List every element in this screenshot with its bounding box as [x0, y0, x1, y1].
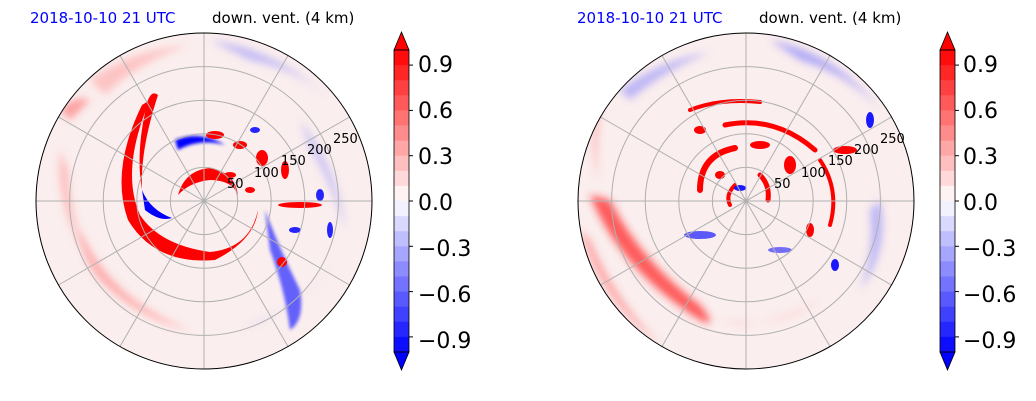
colorbar-segment: [940, 261, 955, 277]
colorbar-segment: [394, 185, 409, 202]
panel-right: 2018-10-10 21 UTC down. vent. (4 km): [577, 9, 1016, 372]
colorbar-segment: [940, 110, 955, 126]
colorbar-segment: [940, 155, 955, 172]
colorbar-segment: [394, 201, 409, 217]
panel-left-field-label: down. vent. (4 km): [212, 9, 354, 27]
colorbar-segment: [940, 336, 955, 353]
panel-right-field-label: down. vent. (4 km): [759, 9, 901, 27]
colorbar-extend-max: [393, 30, 410, 51]
colorbar-segment: [394, 321, 409, 338]
colorbar-segment: [394, 125, 409, 142]
radial-tick-label: 200: [854, 143, 879, 158]
colorbar-segment: [940, 201, 955, 217]
radial-tick-label: 100: [254, 166, 279, 181]
colorbar-segment: [394, 50, 409, 66]
colorbar-segment: [940, 80, 955, 96]
colorbar-tick-label: −0.9: [418, 329, 471, 354]
colorbar-segment: [394, 170, 409, 187]
colorbar-segment: [940, 231, 955, 247]
colorbar-tick-label: 0.6: [963, 99, 998, 124]
colorbar-tick-label: 0.3: [418, 145, 453, 170]
radial-tick-label: 200: [307, 143, 332, 158]
colorbar-segment: [394, 140, 409, 157]
colorbar-extend-min: [393, 351, 410, 372]
colorbar-segment: [940, 140, 955, 157]
panel-left-time-label: 2018-10-10 21 UTC: [30, 9, 176, 27]
colorbar-tick-label: 0.9: [963, 53, 998, 78]
colorbar-segment: [940, 50, 955, 66]
colorbar-segment: [394, 276, 409, 293]
colorbar-tick-label: −0.3: [418, 237, 471, 262]
colorbar-extend-min: [939, 351, 956, 372]
colorbar-segment: [394, 110, 409, 126]
colorbar-left: 0.9 0.6 0.3 0.0 −0.3 −0.6 −0.9: [393, 30, 471, 372]
polar-frame-left: [35, 32, 373, 370]
colorbar-segment: [940, 306, 955, 323]
polar-plot-left: 50 100 150 200 250: [35, 32, 373, 370]
colorbar-segment: [394, 95, 409, 111]
colorbar-segment: [394, 65, 409, 81]
colorbar-segment: [940, 246, 955, 262]
colorbar-tick-label: −0.3: [963, 237, 1016, 262]
radial-tick-label: 250: [880, 132, 905, 147]
colorbar-tick-label: 0.0: [963, 191, 998, 216]
panel-right-time-label: 2018-10-10 21 UTC: [577, 9, 723, 27]
polar-grid-right: [578, 33, 914, 369]
colorbar-segment: [394, 246, 409, 262]
colorbar-segment: [394, 261, 409, 277]
radial-tick-label: 100: [801, 166, 826, 181]
colorbar-segment: [940, 185, 955, 202]
colorbar-bar: [393, 30, 413, 372]
colorbar-segment: [940, 276, 955, 293]
colorbar-tick-label: 0.9: [418, 53, 453, 78]
polar-frame-right: [577, 32, 915, 370]
polar-grid-left: [36, 33, 372, 369]
colorbar-tick-label: −0.6: [963, 283, 1016, 308]
panel-left: 2018-10-10 21 UTC down. vent. (4 km): [30, 9, 471, 372]
colorbar-tick-label: −0.9: [963, 329, 1016, 354]
colorbar-extend-max: [939, 30, 956, 51]
colorbar-bar: [939, 30, 959, 372]
colorbar-right: 0.9 0.6 0.3 0.0 −0.3 −0.6 −0.9: [939, 30, 1016, 372]
radial-tick-label: 50: [227, 177, 244, 192]
colorbar-segment: [394, 291, 409, 308]
colorbar-segment: [394, 306, 409, 323]
colorbar-segment: [394, 80, 409, 96]
colorbar-tick-label: 0.3: [963, 145, 998, 170]
colorbar-segment: [940, 321, 955, 338]
colorbar-tick-label: −0.6: [418, 283, 471, 308]
colorbar-segment: [394, 336, 409, 353]
radial-tick-labels-right: 50 100 150 200 250: [774, 132, 905, 192]
colorbar-segment: [940, 95, 955, 111]
colorbar-ticks-left: 0.9 0.6 0.3 0.0 −0.3 −0.6 −0.9: [418, 53, 471, 354]
colorbar-segment: [940, 65, 955, 81]
colorbar-tick-label: 0.6: [418, 99, 453, 124]
field-pattern-left: [59, 40, 345, 330]
colorbar-segment: [940, 170, 955, 187]
colorbar-ticks-right: 0.9 0.6 0.3 0.0 −0.3 −0.6 −0.9: [963, 53, 1016, 354]
radial-tick-label: 250: [333, 132, 358, 147]
colorbar-segment: [394, 231, 409, 247]
radial-tick-label: 150: [281, 154, 306, 169]
colorbar-segment: [394, 155, 409, 172]
colorbar-segment: [940, 216, 955, 232]
colorbar-segment: [940, 125, 955, 142]
colorbar-segment: [940, 291, 955, 308]
polar-plot-right: 50 100 150 200 250: [577, 32, 915, 370]
radial-tick-labels-left: 50 100 150 200 250: [227, 132, 358, 192]
colorbar-segment: [394, 216, 409, 232]
field-pattern-right: [580, 40, 883, 345]
colorbar-tick-label: 0.0: [418, 191, 453, 216]
radial-tick-label: 150: [828, 154, 853, 169]
radial-tick-label: 50: [774, 177, 791, 192]
